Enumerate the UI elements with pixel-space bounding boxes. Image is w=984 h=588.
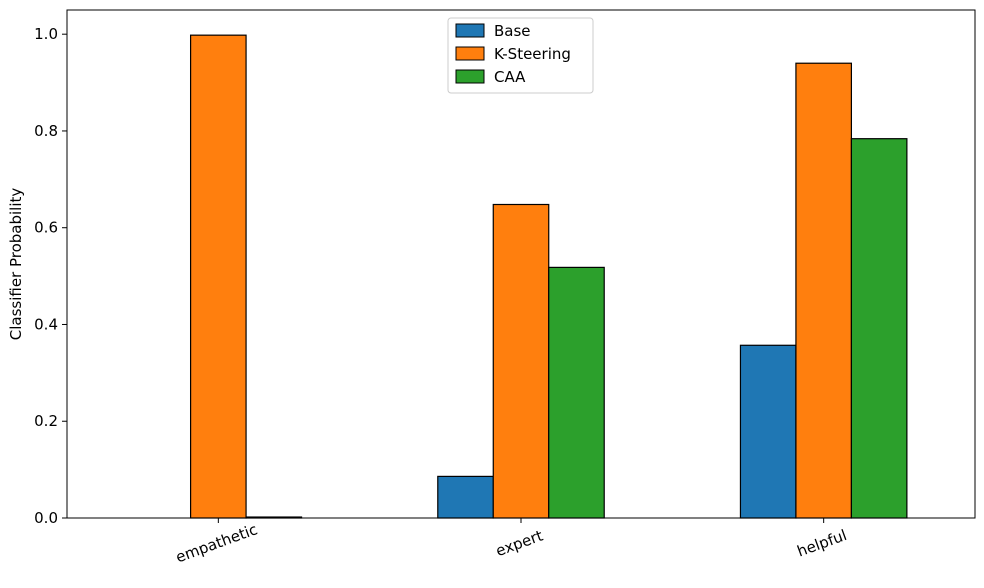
legend-swatch xyxy=(455,46,485,61)
y-tick-label: 0.0 xyxy=(34,509,58,527)
y-tick-label: 0.6 xyxy=(34,219,58,237)
bar-k-steering-expert xyxy=(492,203,550,519)
legend-label: Base xyxy=(494,22,531,40)
legend-label: K-Steering xyxy=(494,45,571,63)
bar-caa-expert xyxy=(548,266,605,519)
x-tick-label: helpful xyxy=(795,526,849,560)
bar-base-expert xyxy=(437,475,494,519)
y-tick-label: 0.8 xyxy=(34,122,58,140)
legend-label: CAA xyxy=(494,68,526,86)
bar-k-steering-helpful xyxy=(795,62,853,519)
legend-swatch xyxy=(455,23,485,38)
legend-swatch xyxy=(455,69,485,84)
bar-caa-helpful xyxy=(850,138,908,519)
bar-base-helpful xyxy=(739,344,797,519)
y-axis-label: Classifier Probability xyxy=(7,188,25,341)
bar-k-steering-empathetic xyxy=(189,34,247,519)
x-tick-label: expert xyxy=(493,526,545,560)
y-tick-label: 0.2 xyxy=(34,412,58,430)
y-tick-label: 1.0 xyxy=(34,25,58,43)
y-tick-label: 0.4 xyxy=(34,315,58,333)
x-tick-label: empathetic xyxy=(173,520,259,566)
